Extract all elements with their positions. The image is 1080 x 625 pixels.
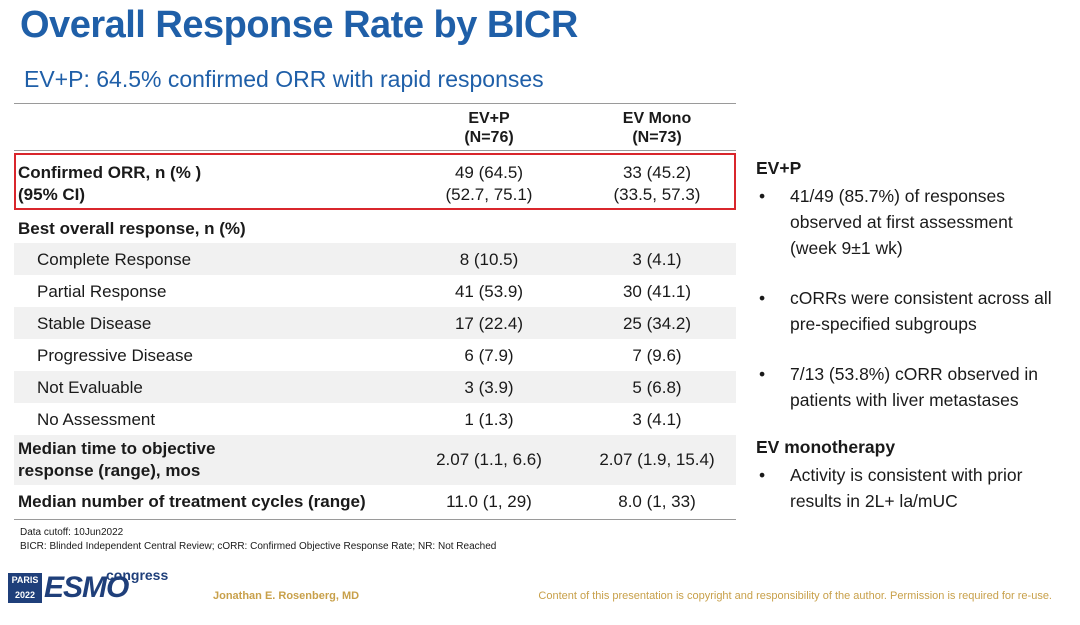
summary-panel: EV+P • 41/49 (85.7%) of responses observ…: [756, 158, 1076, 514]
orr-col1-value: 49 (64.5): [454, 163, 524, 182]
presenter-name: Jonathan E. Rosenberg, MD: [213, 590, 360, 602]
logo-city-badge: PARIS 2022: [8, 573, 42, 603]
orr-col2-value: 33 (45.2): [622, 163, 692, 182]
table-top-rule: [14, 103, 736, 104]
row-col2: 3 (4.1): [632, 250, 682, 269]
table-row: Not Evaluable 3 (3.9) 5 (6.8): [14, 371, 736, 403]
bor-header-row: Best overall response, n (%): [14, 213, 736, 243]
row-col1: 8 (10.5): [459, 250, 519, 269]
median-time-row: Median time to objective response (range…: [14, 435, 736, 485]
table-row: No Assessment 1 (1.3) 3 (4.1): [14, 403, 736, 435]
bullet-line: Activity is consistent with prior: [790, 465, 1023, 485]
mono-heading: EV monotherapy: [756, 437, 896, 457]
row-col2: 7 (9.6): [632, 346, 682, 365]
data-cutoff-note: Data cutoff: 10Jun2022: [20, 527, 124, 538]
orr-label-2: (95% CI): [18, 185, 86, 204]
logo-mark: ESMO: [44, 571, 129, 604]
bullet-line: 7/13 (53.8%) cORR observed in: [790, 364, 1039, 384]
bullet-line: cORRs were consistent across all: [790, 288, 1052, 308]
logo-city: PARIS: [11, 575, 39, 585]
orr-row: Confirmed ORR, n (% ) (95% CI) 49 (64.5)…: [14, 153, 736, 210]
table-row: Complete Response 8 (10.5) 3 (4.1): [14, 243, 736, 275]
row-col1: 6 (7.9): [464, 346, 514, 365]
row-label: Partial Response: [37, 282, 167, 301]
mono-bullet-1: • Activity is consistent with prior resu…: [756, 462, 1076, 514]
copyright-notice: Content of this presentation is copyrigh…: [538, 590, 1052, 602]
bullet-line: pre-specified subgroups: [790, 314, 977, 334]
bullet-dot: •: [759, 465, 766, 485]
row-col1: 41 (53.9): [454, 282, 524, 301]
bullet-line: results in 2L+ la/mUC: [790, 491, 958, 511]
header-rule: [14, 150, 736, 151]
row-col1: 17 (22.4): [454, 314, 524, 333]
col2-header: EV Mono (N=73): [587, 109, 727, 147]
table-row: Progressive Disease 6 (7.9) 7 (9.6): [14, 339, 736, 371]
orr-col2-ci: (33.5, 57.3): [613, 185, 701, 204]
evp-bullet-2: • cORRs were consistent across all pre-s…: [756, 285, 1076, 337]
row-col2: 25 (34.2): [622, 314, 692, 333]
row-label: Stable Disease: [37, 314, 152, 333]
median-cycles-col1: 11.0 (1, 29): [446, 492, 532, 511]
row-col1: 3 (3.9): [464, 378, 514, 397]
median-time-label-2: response (range), mos: [18, 461, 201, 480]
median-time-label-1: Median time to objective: [18, 439, 216, 458]
orr-col1-ci: (52.7, 75.1): [445, 185, 533, 204]
orr-label-1: Confirmed ORR, n (% ): [18, 163, 202, 182]
bullet-line: observed at first assessment: [790, 212, 1013, 232]
row-col2: 3 (4.1): [632, 410, 682, 429]
median-cycles-row: Median number of treatment cycles (range…: [14, 485, 736, 519]
table-row: Partial Response 41 (53.9) 30 (41.1): [14, 275, 736, 307]
row-label: Not Evaluable: [37, 378, 143, 397]
bor-header: Best overall response, n (%): [18, 219, 246, 238]
bullet-dot: •: [759, 186, 766, 206]
abbreviations-note: BICR: Blinded Independent Central Review…: [20, 541, 497, 552]
col1-header: EV+P (N=76): [419, 109, 559, 147]
bullet-dot: •: [759, 288, 766, 308]
row-label: Complete Response: [37, 250, 192, 269]
bullet-dot: •: [759, 364, 766, 384]
logo-year: 2022: [14, 590, 36, 600]
col1-header-n: (N=76): [464, 129, 514, 146]
esmo-congress-logo: PARIS 2022 ESMO congress: [8, 567, 168, 605]
orr-highlight-box: [14, 153, 736, 210]
table-bottom-rule: [14, 519, 736, 520]
bullet-line: (week 9±1 wk): [790, 238, 903, 258]
col2-header-name: EV Mono: [622, 110, 692, 127]
evp-heading: EV+P: [756, 158, 802, 178]
col1-header-name: EV+P: [468, 110, 510, 127]
col2-header-n: (N=73): [632, 129, 682, 146]
bullet-line: patients with liver metastases: [790, 390, 1019, 410]
evp-bullet-3: • 7/13 (53.8%) cORR observed in patients…: [756, 361, 1076, 413]
median-time-col1: 2.07 (1.1, 6.6): [436, 450, 542, 469]
row-label: Progressive Disease: [37, 346, 193, 365]
median-cycles-col2: 8.0 (1, 33): [618, 492, 696, 511]
median-cycles-label: Median number of treatment cycles (range…: [18, 492, 366, 511]
slide-subtitle: EV+P: 64.5% confirmed ORR with rapid res…: [24, 66, 544, 92]
bullet-line: 41/49 (85.7%) of responses: [790, 186, 1005, 206]
evp-bullet-1: • 41/49 (85.7%) of responses observed at…: [756, 183, 1076, 261]
row-col2: 5 (6.8): [632, 378, 682, 397]
median-time-col2: 2.07 (1.9, 15.4): [599, 450, 715, 469]
slide-title: Overall Response Rate by BICR: [20, 4, 578, 46]
row-col2: 30 (41.1): [622, 282, 692, 301]
table-row: Stable Disease 17 (22.4) 25 (34.2): [14, 307, 736, 339]
row-col1: 1 (1.3): [464, 410, 514, 429]
row-label: No Assessment: [37, 410, 156, 429]
logo-congress: congress: [106, 567, 169, 583]
